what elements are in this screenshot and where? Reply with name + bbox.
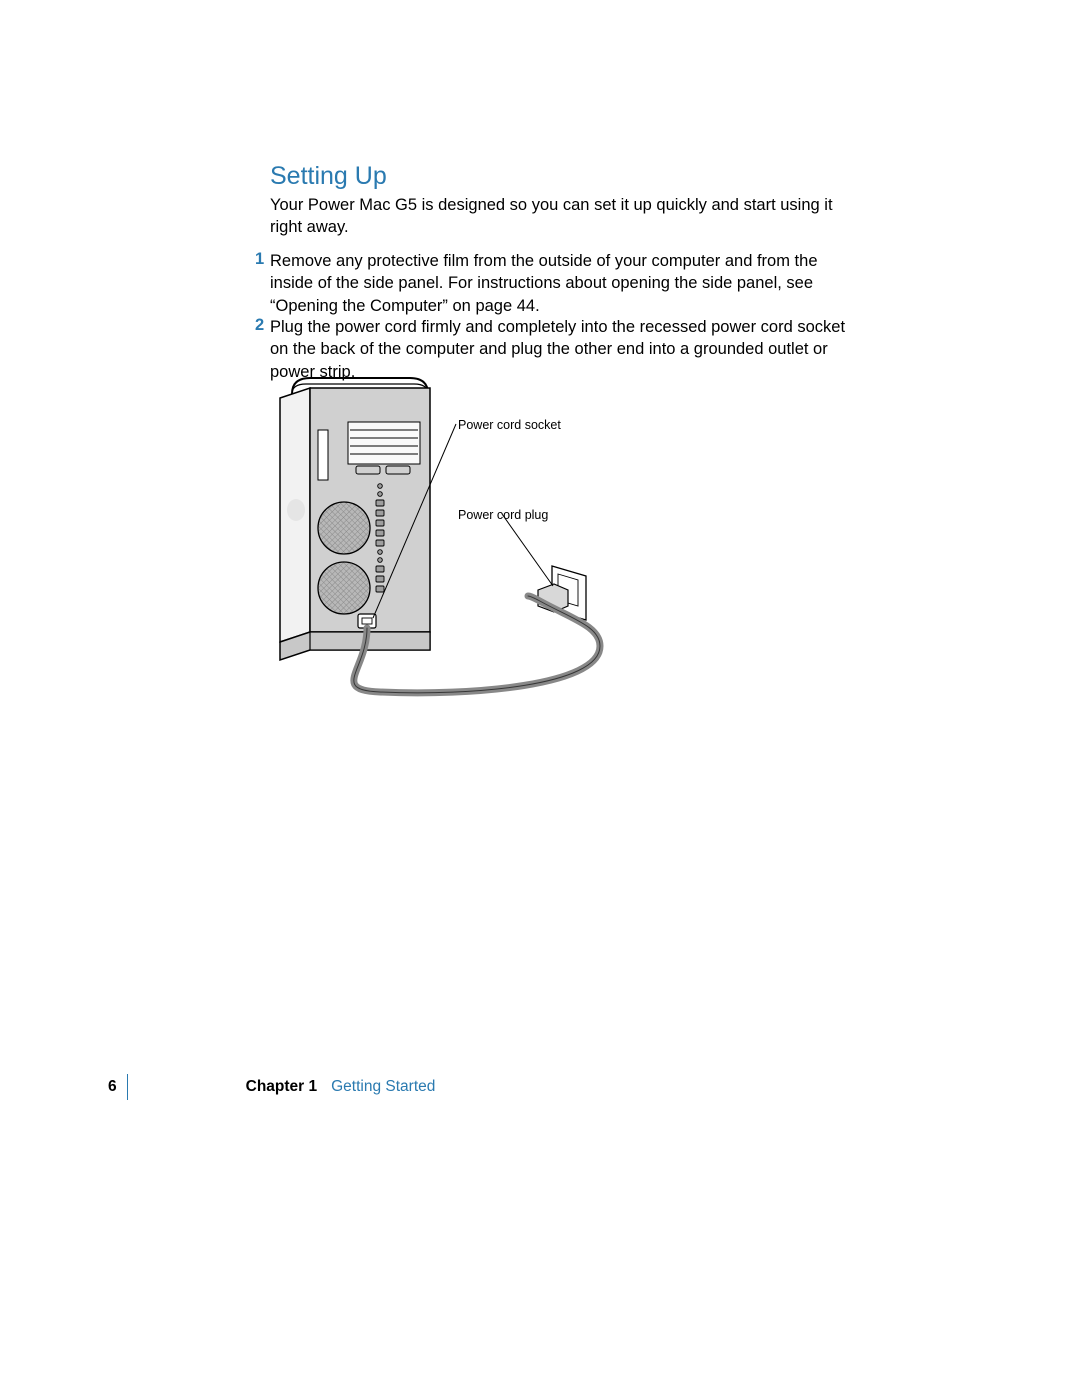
- section-heading: Setting Up: [270, 162, 387, 191]
- chapter-title: Getting Started: [331, 1078, 435, 1096]
- intro-paragraph: Your Power Mac G5 is designed so you can…: [270, 194, 840, 239]
- step-1: 1 Remove any protective film from the ou…: [270, 250, 848, 317]
- footer-divider: [127, 1074, 128, 1100]
- manual-page: Setting Up Your Power Mac G5 is designed…: [0, 0, 1080, 1397]
- page-number: 6: [108, 1078, 117, 1096]
- page-footer: 6 Chapter 1 Getting Started: [108, 1074, 435, 1100]
- step-text: Remove any protective film from the outs…: [270, 250, 848, 317]
- computer-diagram: [270, 370, 730, 710]
- step-number: 1: [255, 250, 264, 269]
- step-number: 2: [255, 316, 264, 335]
- chapter-label: Chapter 1: [246, 1078, 318, 1096]
